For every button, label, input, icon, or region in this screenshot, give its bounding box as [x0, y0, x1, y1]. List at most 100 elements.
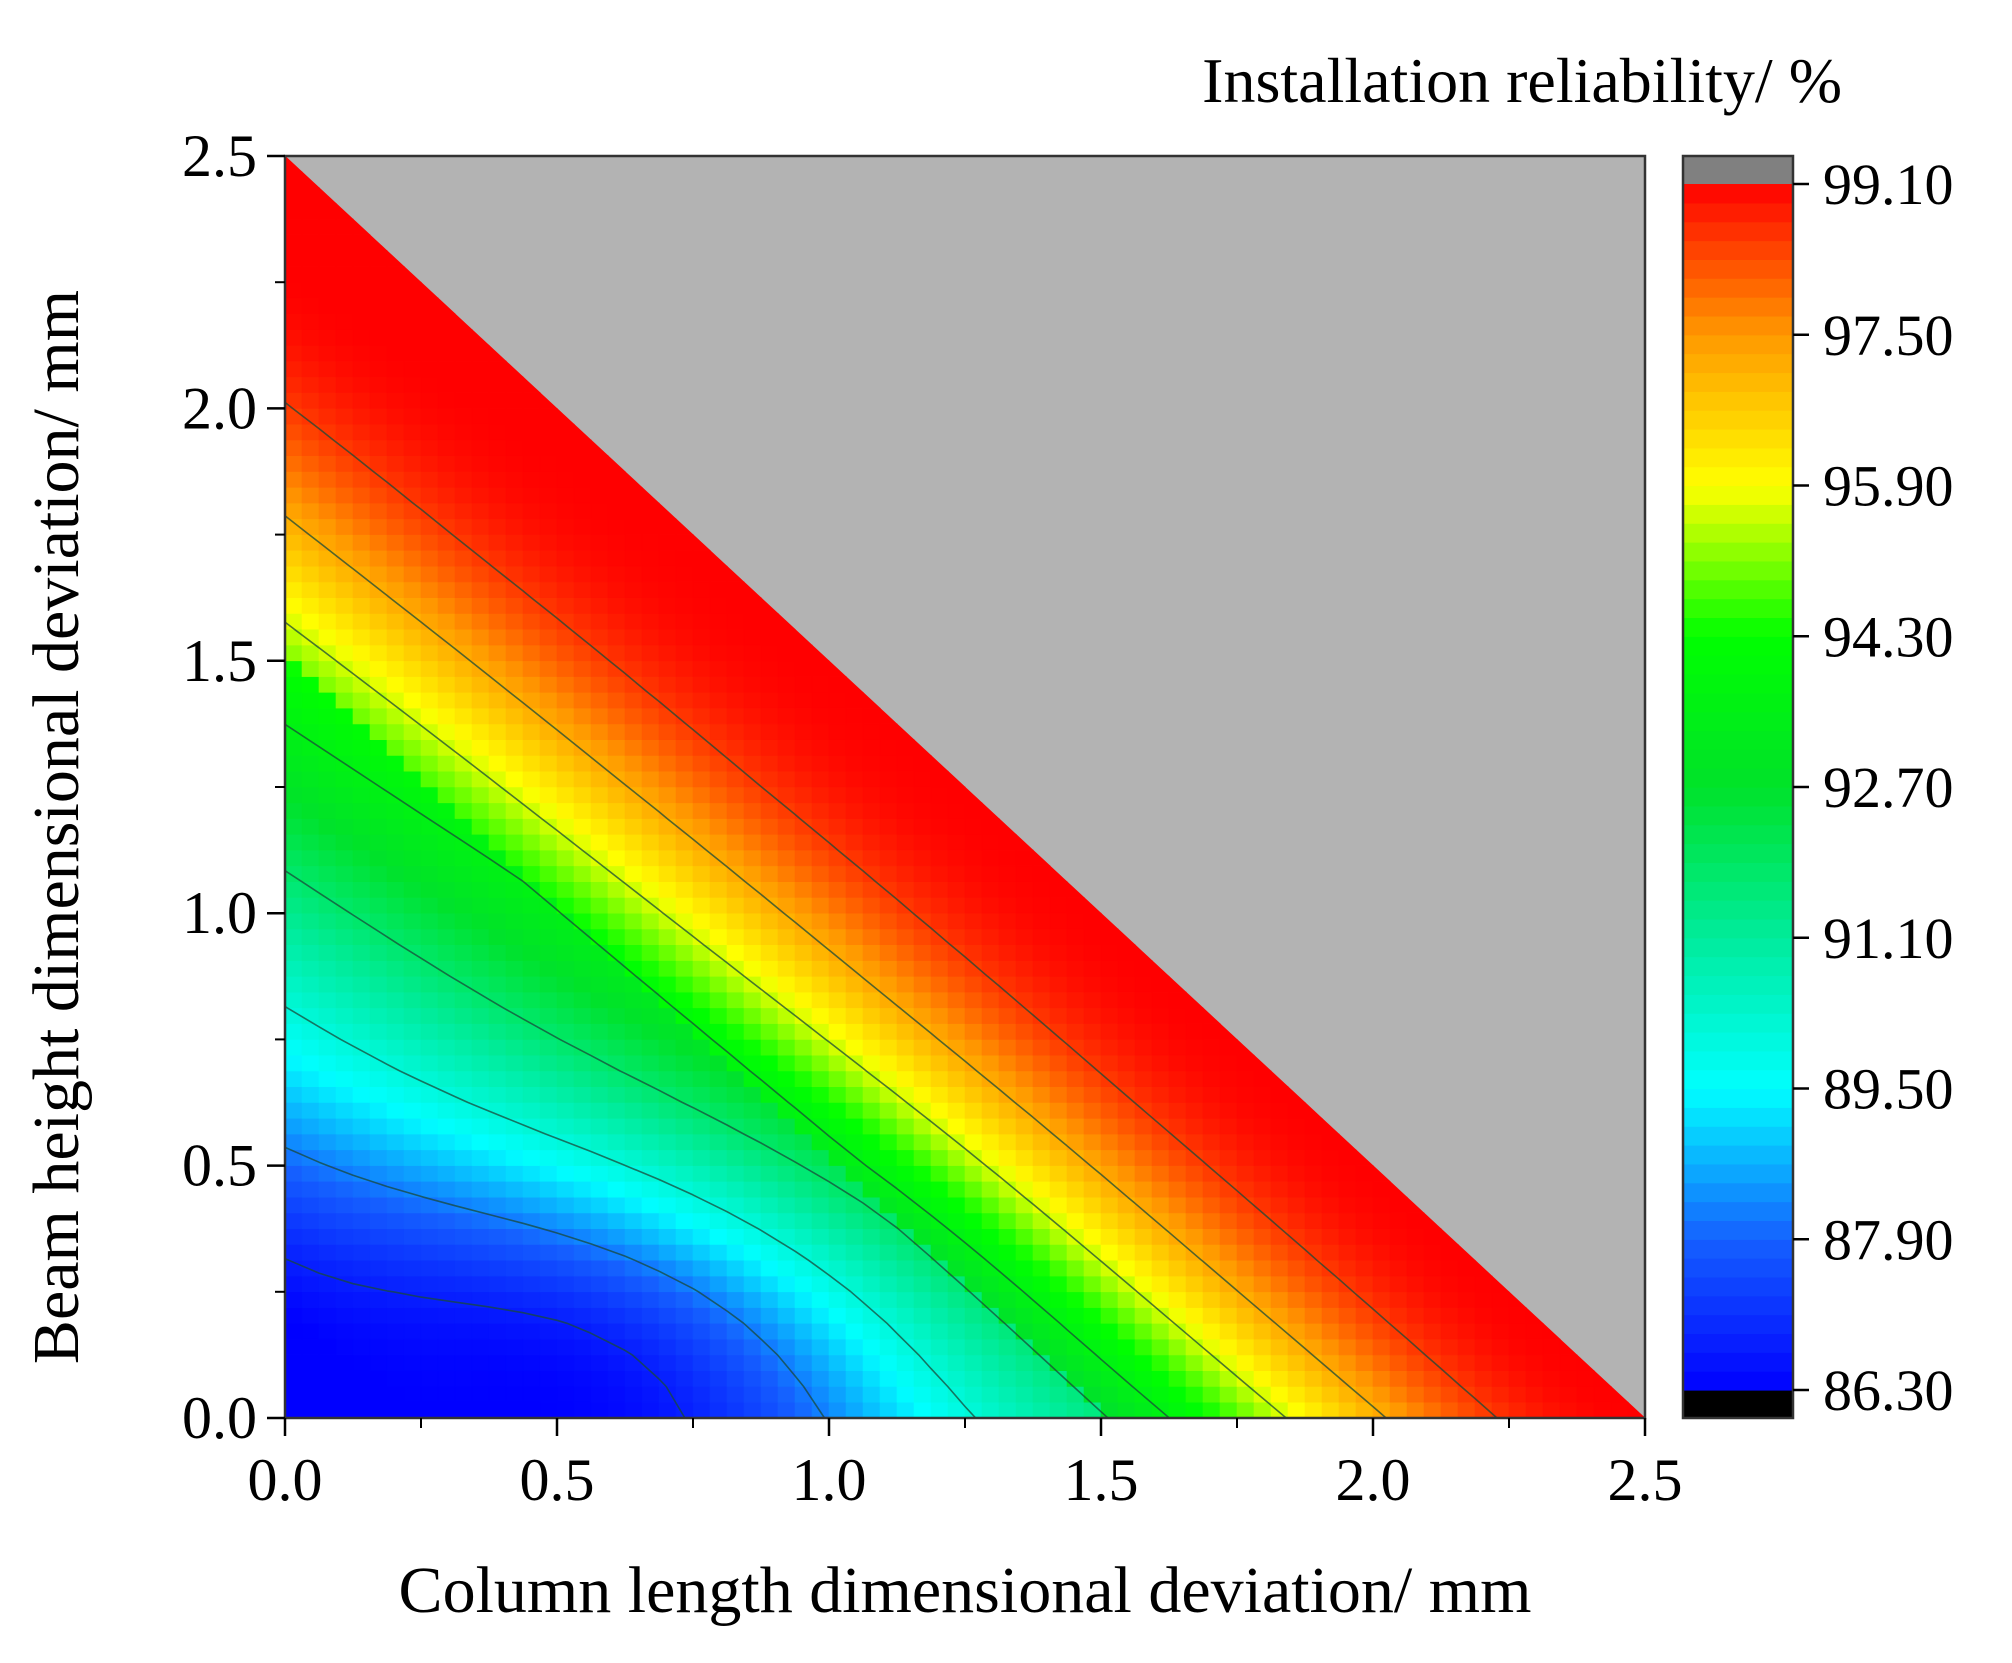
contour-cell	[301, 187, 320, 204]
contour-cell	[386, 1149, 405, 1166]
contour-cell	[505, 1323, 524, 1340]
contour-cell	[794, 881, 813, 898]
contour-cell	[437, 329, 456, 346]
contour-cell	[743, 1401, 762, 1418]
contour-cell	[913, 944, 932, 961]
contour-cell	[1134, 975, 1153, 993]
contour-cell	[454, 408, 473, 425]
contour-cell	[352, 802, 371, 819]
contour-cell	[454, 1102, 473, 1119]
contour-cell	[1576, 1370, 1595, 1387]
contour-cell	[522, 770, 541, 788]
contour-cell	[1168, 1259, 1187, 1277]
contour-cell	[437, 613, 456, 630]
contour-cell	[522, 1165, 541, 1182]
contour-cell	[709, 613, 728, 630]
contour-cell	[1083, 975, 1102, 993]
colorbar-segment	[1683, 1069, 1793, 1090]
contour-cell	[896, 975, 915, 993]
contour-cell	[1321, 1323, 1340, 1340]
contour-cell	[862, 739, 881, 756]
contour-cell	[301, 297, 320, 315]
contour-cell	[675, 991, 694, 1009]
contour-cell	[1049, 928, 1068, 946]
contour-cell	[318, 423, 337, 441]
contour-cell	[692, 1386, 711, 1403]
contour-cell	[845, 770, 864, 788]
contour-cell	[454, 676, 473, 693]
contour-cell	[930, 1307, 949, 1324]
contour-cell	[573, 1070, 592, 1088]
contour-cell	[709, 802, 728, 819]
contour-cell	[285, 344, 303, 362]
contour-cell	[318, 1212, 337, 1229]
contour-cell	[454, 1181, 473, 1198]
contour-cell	[488, 581, 507, 599]
contour-cell	[318, 1228, 337, 1245]
contour-cell	[998, 912, 1017, 930]
contour-cell	[794, 975, 813, 993]
contour-cell	[386, 739, 405, 756]
contour-cell	[607, 1307, 626, 1324]
contour-cell	[556, 471, 575, 488]
contour-cell	[811, 1117, 830, 1135]
contour-cell	[1236, 1054, 1255, 1072]
contour-cell	[301, 360, 320, 378]
contour-cell	[505, 1165, 524, 1182]
contour-cell	[556, 455, 575, 472]
contour-cell	[1355, 1354, 1374, 1371]
contour-cell	[624, 912, 643, 930]
contour-cell	[1270, 1244, 1289, 1261]
contour-cell	[505, 739, 524, 756]
contour-cell	[726, 1228, 745, 1245]
y-tick-label: 2.5	[182, 123, 257, 189]
contour-cell	[471, 360, 490, 378]
contour-cell	[505, 1259, 524, 1277]
contour-cell	[1083, 1181, 1102, 1198]
contour-cell	[828, 1386, 847, 1403]
contour-cell	[726, 1149, 745, 1166]
contour-cell	[318, 897, 337, 914]
contour-cell	[726, 1354, 745, 1371]
contour-cell	[947, 1054, 966, 1072]
contour-cell	[437, 834, 456, 851]
contour-cell	[794, 912, 813, 930]
contour-cell	[505, 1386, 524, 1403]
colorbar-segment	[1683, 956, 1793, 977]
contour-cell	[743, 991, 762, 1009]
contour-cell	[522, 376, 541, 393]
contour-cell	[318, 565, 337, 583]
contour-cell	[709, 1023, 728, 1040]
contour-cell	[1542, 1370, 1561, 1387]
contour-cell	[1100, 975, 1119, 993]
contour-cell	[794, 707, 813, 725]
contour-cell	[1491, 1307, 1510, 1324]
contour-cell	[454, 1165, 473, 1182]
contour-cell	[539, 391, 558, 409]
contour-cell	[947, 770, 966, 788]
contour-cell	[1049, 1386, 1068, 1403]
contour-cell	[930, 849, 949, 867]
contour-cell	[1270, 1070, 1289, 1088]
contour-cell	[828, 1117, 847, 1135]
contour-cell	[352, 865, 371, 882]
contour-cell	[879, 1196, 898, 1214]
contour-cell	[403, 1039, 422, 1056]
contour-cell	[981, 1149, 1000, 1166]
contour-cell	[1406, 1196, 1425, 1214]
contour-cell	[556, 707, 575, 725]
contour-cell	[369, 344, 388, 362]
contour-cell	[335, 266, 354, 283]
contour-cell	[1049, 1117, 1068, 1135]
contour-cell	[488, 1401, 507, 1418]
contour-cell	[709, 1323, 728, 1340]
contour-cell	[454, 313, 473, 330]
contour-cell	[352, 723, 371, 740]
contour-cell	[709, 1149, 728, 1166]
contour-cell	[709, 881, 728, 898]
contour-cell	[760, 770, 779, 788]
contour-cell	[981, 818, 1000, 835]
contour-cell	[1355, 1212, 1374, 1229]
contour-cell	[828, 849, 847, 867]
contour-cell	[624, 486, 643, 504]
